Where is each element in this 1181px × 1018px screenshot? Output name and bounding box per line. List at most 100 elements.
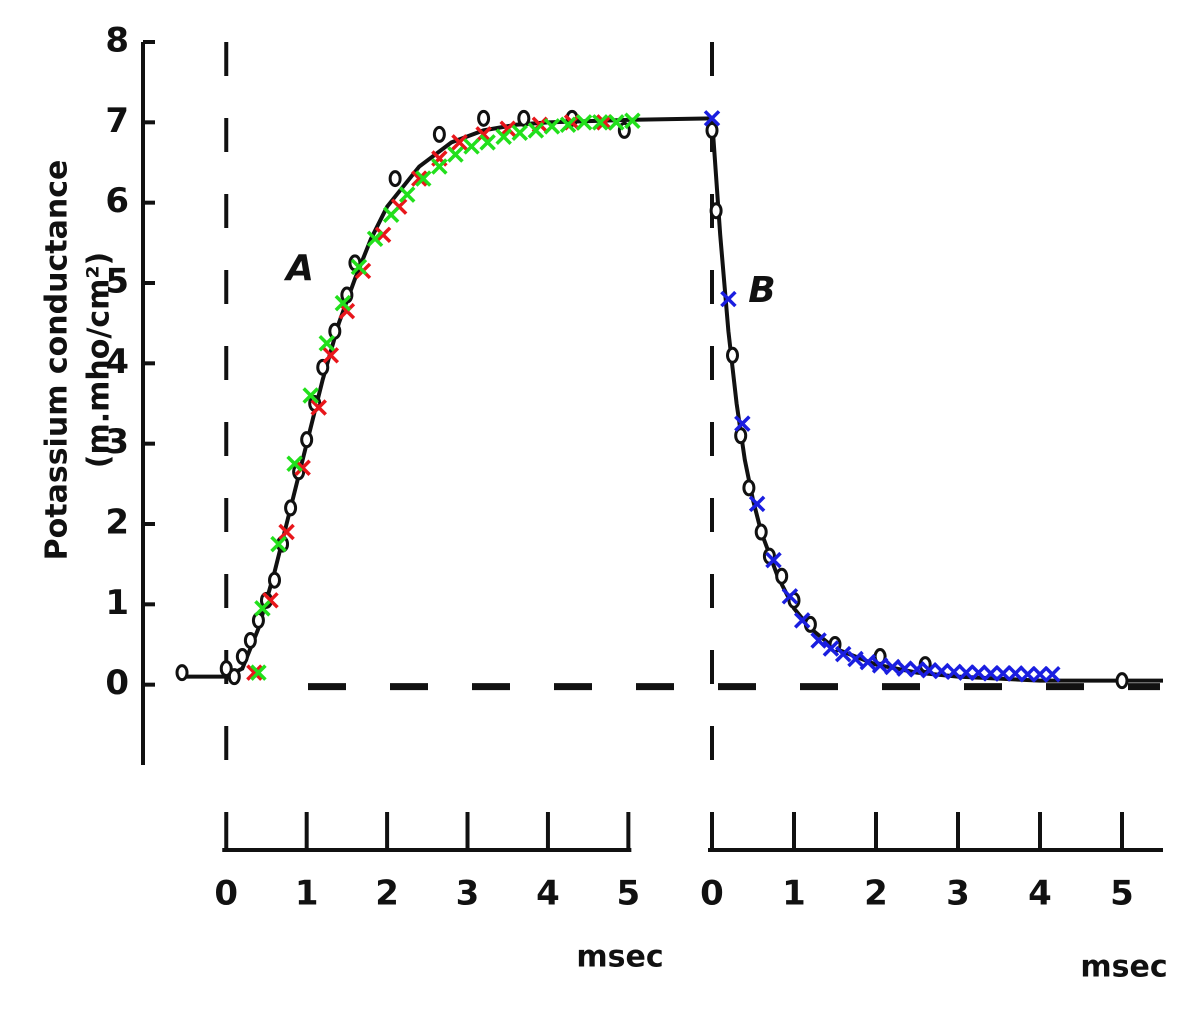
- x-tick-label: 3: [456, 874, 480, 914]
- y-tick-label: 6: [105, 181, 129, 221]
- data-cross: [246, 664, 263, 681]
- data-point: [251, 611, 265, 629]
- data-cross: [270, 535, 287, 553]
- data-cross: [734, 415, 751, 432]
- x-axis-unit: msec: [1080, 950, 1167, 985]
- x-tick-label: 3: [946, 874, 970, 914]
- data-cross: [318, 335, 336, 352]
- y-axis-label: (m.mho/cm²): [82, 252, 117, 468]
- x-tick-label: 1: [782, 874, 806, 914]
- data-point: [477, 109, 491, 127]
- data-cross: [286, 455, 303, 472]
- data-point: [175, 664, 189, 682]
- data-point: [705, 121, 719, 139]
- data-cross: [350, 258, 368, 276]
- y-tick-label: 1: [105, 583, 129, 623]
- data-cross: [475, 126, 492, 143]
- data-point: [726, 346, 739, 364]
- data-point: [775, 567, 789, 585]
- data-cross: [608, 114, 625, 131]
- data-point: [227, 668, 241, 686]
- x-tick-label: 0: [214, 874, 238, 914]
- data-cross: [595, 114, 613, 131]
- data-cross: [479, 134, 496, 151]
- data-cross: [543, 118, 561, 135]
- data-point: [709, 202, 723, 220]
- x-tick-label: 2: [375, 874, 399, 914]
- data-cross: [748, 495, 766, 513]
- y-tick-label: 2: [105, 503, 129, 543]
- data-cross: [322, 347, 340, 364]
- data-cross: [559, 116, 577, 133]
- data-point: [219, 660, 233, 678]
- x-tick-label: 5: [1110, 874, 1134, 914]
- data-cross: [575, 114, 593, 131]
- data-point: [754, 523, 768, 541]
- x-axis-unit: msec: [576, 940, 663, 975]
- data-cross: [431, 158, 448, 175]
- data-point: [517, 109, 531, 127]
- y-tick-label: 0: [105, 663, 129, 703]
- y-tick-label: 5: [105, 262, 129, 302]
- panel-label: A: [283, 248, 314, 289]
- data-cross: [250, 664, 267, 681]
- data-point: [432, 125, 446, 143]
- data-cross: [334, 294, 352, 312]
- data-cross: [822, 640, 840, 657]
- data-point: [328, 322, 342, 340]
- data-cross: [624, 112, 641, 129]
- data-cross: [1019, 665, 1036, 683]
- fit-curve: [710, 118, 1163, 683]
- data-cross: [338, 302, 356, 320]
- data-cross: [302, 387, 319, 404]
- data-cross: [495, 128, 512, 146]
- data-cross: [957, 664, 975, 681]
- data-point: [734, 427, 748, 445]
- data-point: [388, 170, 402, 188]
- data-cross: [511, 124, 529, 142]
- data-cross: [1031, 665, 1049, 683]
- data-cross: [703, 110, 721, 127]
- data-point: [284, 499, 298, 517]
- data-cross: [411, 170, 428, 187]
- data-cross: [294, 459, 311, 477]
- data-cross: [463, 138, 480, 155]
- data-cross: [834, 645, 852, 663]
- data-cross: [374, 226, 392, 244]
- data-point: [1115, 672, 1129, 690]
- data-point: [742, 479, 756, 497]
- data-point: [268, 571, 282, 589]
- data-cross: [415, 170, 432, 187]
- data-cross: [994, 665, 1012, 682]
- data-point: [235, 648, 249, 666]
- data-cross: [847, 650, 864, 668]
- data-cross: [1044, 665, 1061, 683]
- data-cross: [447, 146, 464, 163]
- data-cross: [254, 600, 271, 617]
- panel-label: B: [748, 270, 775, 311]
- x-tick-label: 1: [295, 874, 319, 914]
- data-cross: [781, 588, 799, 605]
- data-cross: [310, 399, 327, 416]
- data-cross: [451, 134, 468, 151]
- x-tick-label: 4: [536, 874, 560, 914]
- y-tick-label: 4: [105, 342, 129, 382]
- fit-curve: [178, 116, 713, 679]
- data-cross: [398, 186, 416, 203]
- data-cross: [810, 632, 827, 649]
- x-tick-label: 4: [1028, 874, 1052, 914]
- data-point: [300, 431, 314, 449]
- x-tick-label: 0: [700, 874, 724, 914]
- y-axis-label: Potassium conductance: [40, 160, 75, 561]
- data-cross: [793, 612, 811, 629]
- x-tick-label: 5: [617, 874, 641, 914]
- y-tick-label: 3: [105, 422, 129, 462]
- data-cross: [982, 665, 1000, 682]
- data-cross: [366, 230, 384, 248]
- data-cross: [720, 290, 737, 308]
- data-cross: [765, 551, 782, 569]
- data-cross: [382, 206, 400, 223]
- data-cross: [527, 122, 545, 139]
- x-tick-label: 2: [864, 874, 888, 914]
- data-cross: [859, 653, 877, 671]
